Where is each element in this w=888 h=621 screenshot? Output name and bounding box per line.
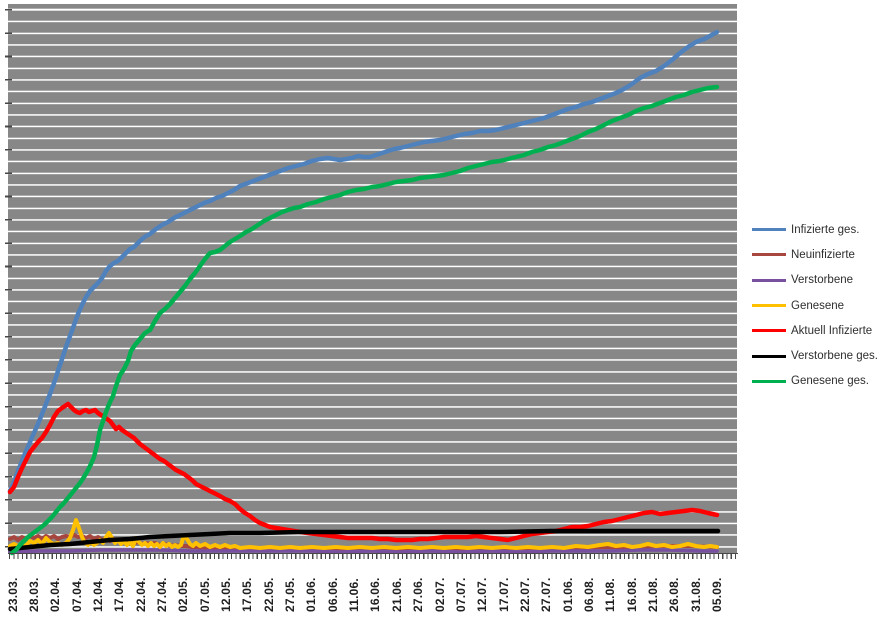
x-axis-label: 17.05.: [240, 577, 255, 612]
legend-label: Neuinfizierte: [791, 248, 855, 261]
y-axis-major-ticks: [5, 4, 12, 553]
x-axis-label: 11.06.: [347, 578, 362, 612]
legend-entry: Verstorbene: [752, 268, 878, 293]
legend-line-swatch: [752, 304, 786, 308]
legend-line-swatch: [752, 253, 786, 257]
x-axis-label: 07.05.: [197, 577, 212, 612]
legend-entry: Verstorbene ges.: [752, 343, 878, 368]
x-axis-label: 21.06.: [389, 577, 404, 612]
x-axis-label: 26.08.: [667, 577, 682, 612]
legend-label: Genesene: [791, 299, 845, 312]
plot-area: [5, 4, 737, 553]
x-axis-label: 07.07.: [453, 577, 468, 612]
legend-label: Infizierte ges.: [791, 223, 860, 236]
x-axis-day-ticks: [9, 554, 739, 559]
x-axis-label: 27.07.: [539, 577, 554, 612]
legend-entry: Infizierte ges.: [752, 217, 878, 242]
x-axis-label: 16.06.: [368, 577, 383, 612]
x-axis-label: 12.05.: [219, 577, 233, 612]
x-axis-label: 12.04.: [90, 577, 105, 612]
legend-line-swatch: [752, 354, 786, 358]
x-axis-label: 27.05.: [283, 577, 298, 612]
x-axis-label: 02.04.: [48, 577, 63, 612]
x-axis-label: 22.07.: [517, 577, 532, 612]
legend: Infizierte ges. Neuinfizierte Verstorbene G…: [752, 217, 878, 394]
x-axis-label: 06.06.: [325, 577, 340, 612]
legend-entry: Aktuell Infizierte: [752, 318, 878, 343]
x-axis-label: 11.08.: [603, 578, 618, 612]
x-axis-label: 23.03.: [5, 577, 20, 612]
x-axis-label: 27.06.: [411, 577, 426, 612]
legend-entry: Neuinfizierte: [752, 242, 878, 267]
x-axis-label: 05.09.: [710, 577, 725, 612]
x-axis-label: 27.04.: [154, 577, 169, 612]
x-axis-label: 02.05.: [176, 577, 191, 612]
x-axis-line: [8, 552, 738, 555]
x-axis-label: 17.07.: [496, 577, 511, 612]
x-axis-label: 02.07.: [432, 577, 447, 612]
x-axis-label: 22.04.: [133, 577, 148, 612]
legend-line-swatch: [752, 278, 786, 282]
legend-entry: Genesene: [752, 293, 878, 318]
legend-line-swatch: [752, 379, 786, 383]
legend-label: Verstorbene ges.: [791, 350, 878, 363]
x-axis-label: 07.04.: [69, 577, 84, 612]
x-axis-label: 12.07.: [475, 577, 490, 612]
legend-label: Aktuell Infizierte: [791, 324, 873, 337]
x-axis-label: 28.03.: [26, 577, 41, 612]
x-axis-label: 22.05.: [261, 577, 276, 612]
legend-entry: Genesene ges.: [752, 369, 878, 394]
legend-label: Verstorbene: [791, 274, 854, 287]
x-axis-label: 16.08.: [624, 577, 639, 612]
x-axis-label: 17.04.: [112, 577, 127, 612]
legend-line-swatch: [752, 228, 786, 232]
x-axis-label: 06.08.: [581, 577, 596, 612]
legend-label: Genesene ges.: [791, 375, 870, 388]
x-axis-label: 01.06.: [560, 577, 575, 612]
x-axis-label: 21.08.: [646, 577, 660, 612]
legend-line-swatch: [752, 329, 786, 333]
x-axis-label: 01.06.: [304, 577, 319, 612]
x-axis-label: 31.08.: [688, 577, 703, 612]
